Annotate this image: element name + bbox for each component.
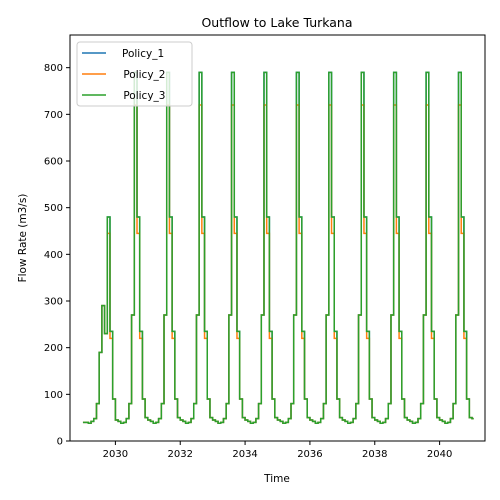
x-tick-label: 2036 [297, 449, 322, 460]
y-axis: 0 100 200 300 400 500 600 700 800 [44, 63, 70, 448]
series-line-policy-3 [82, 71, 474, 425]
x-axis-label: Time [263, 473, 290, 485]
x-tick-label: 2034 [232, 449, 257, 460]
y-tick-label: 300 [44, 297, 63, 308]
x-tick-label: 2038 [362, 449, 387, 460]
y-tick-label: 800 [44, 63, 63, 74]
legend-label-policy-1: Policy_1 [122, 48, 164, 60]
y-tick-label: 200 [44, 343, 63, 354]
y-tick-label: 600 [44, 157, 63, 168]
y-axis-label: Flow Rate (m3/s) [17, 194, 29, 283]
y-tick-label: 0 [57, 437, 63, 448]
x-tick-label: 2032 [168, 449, 193, 460]
x-tick-label: 2030 [103, 449, 128, 460]
x-axis: 2030 2032 2034 2036 2038 2040 [103, 441, 452, 460]
x-tick-label: 2040 [427, 449, 452, 460]
legend-label-policy-3: Policy_3 [120, 90, 165, 102]
chart-title: Outflow to Lake Turkana [201, 15, 352, 30]
axes-frame [69, 34, 486, 442]
legend-box [76, 41, 193, 107]
series-layer [82, 71, 474, 425]
y-tick-label: 700 [44, 110, 63, 121]
y-tick-label: 400 [44, 250, 63, 261]
legend: Policy_1 Policy_2 Policy_3 [76, 41, 193, 107]
y-tick-label: 500 [44, 203, 63, 214]
legend-label-policy-2: Policy_2 [120, 69, 165, 81]
y-tick-label: 100 [44, 390, 63, 401]
plot-area [69, 34, 486, 442]
